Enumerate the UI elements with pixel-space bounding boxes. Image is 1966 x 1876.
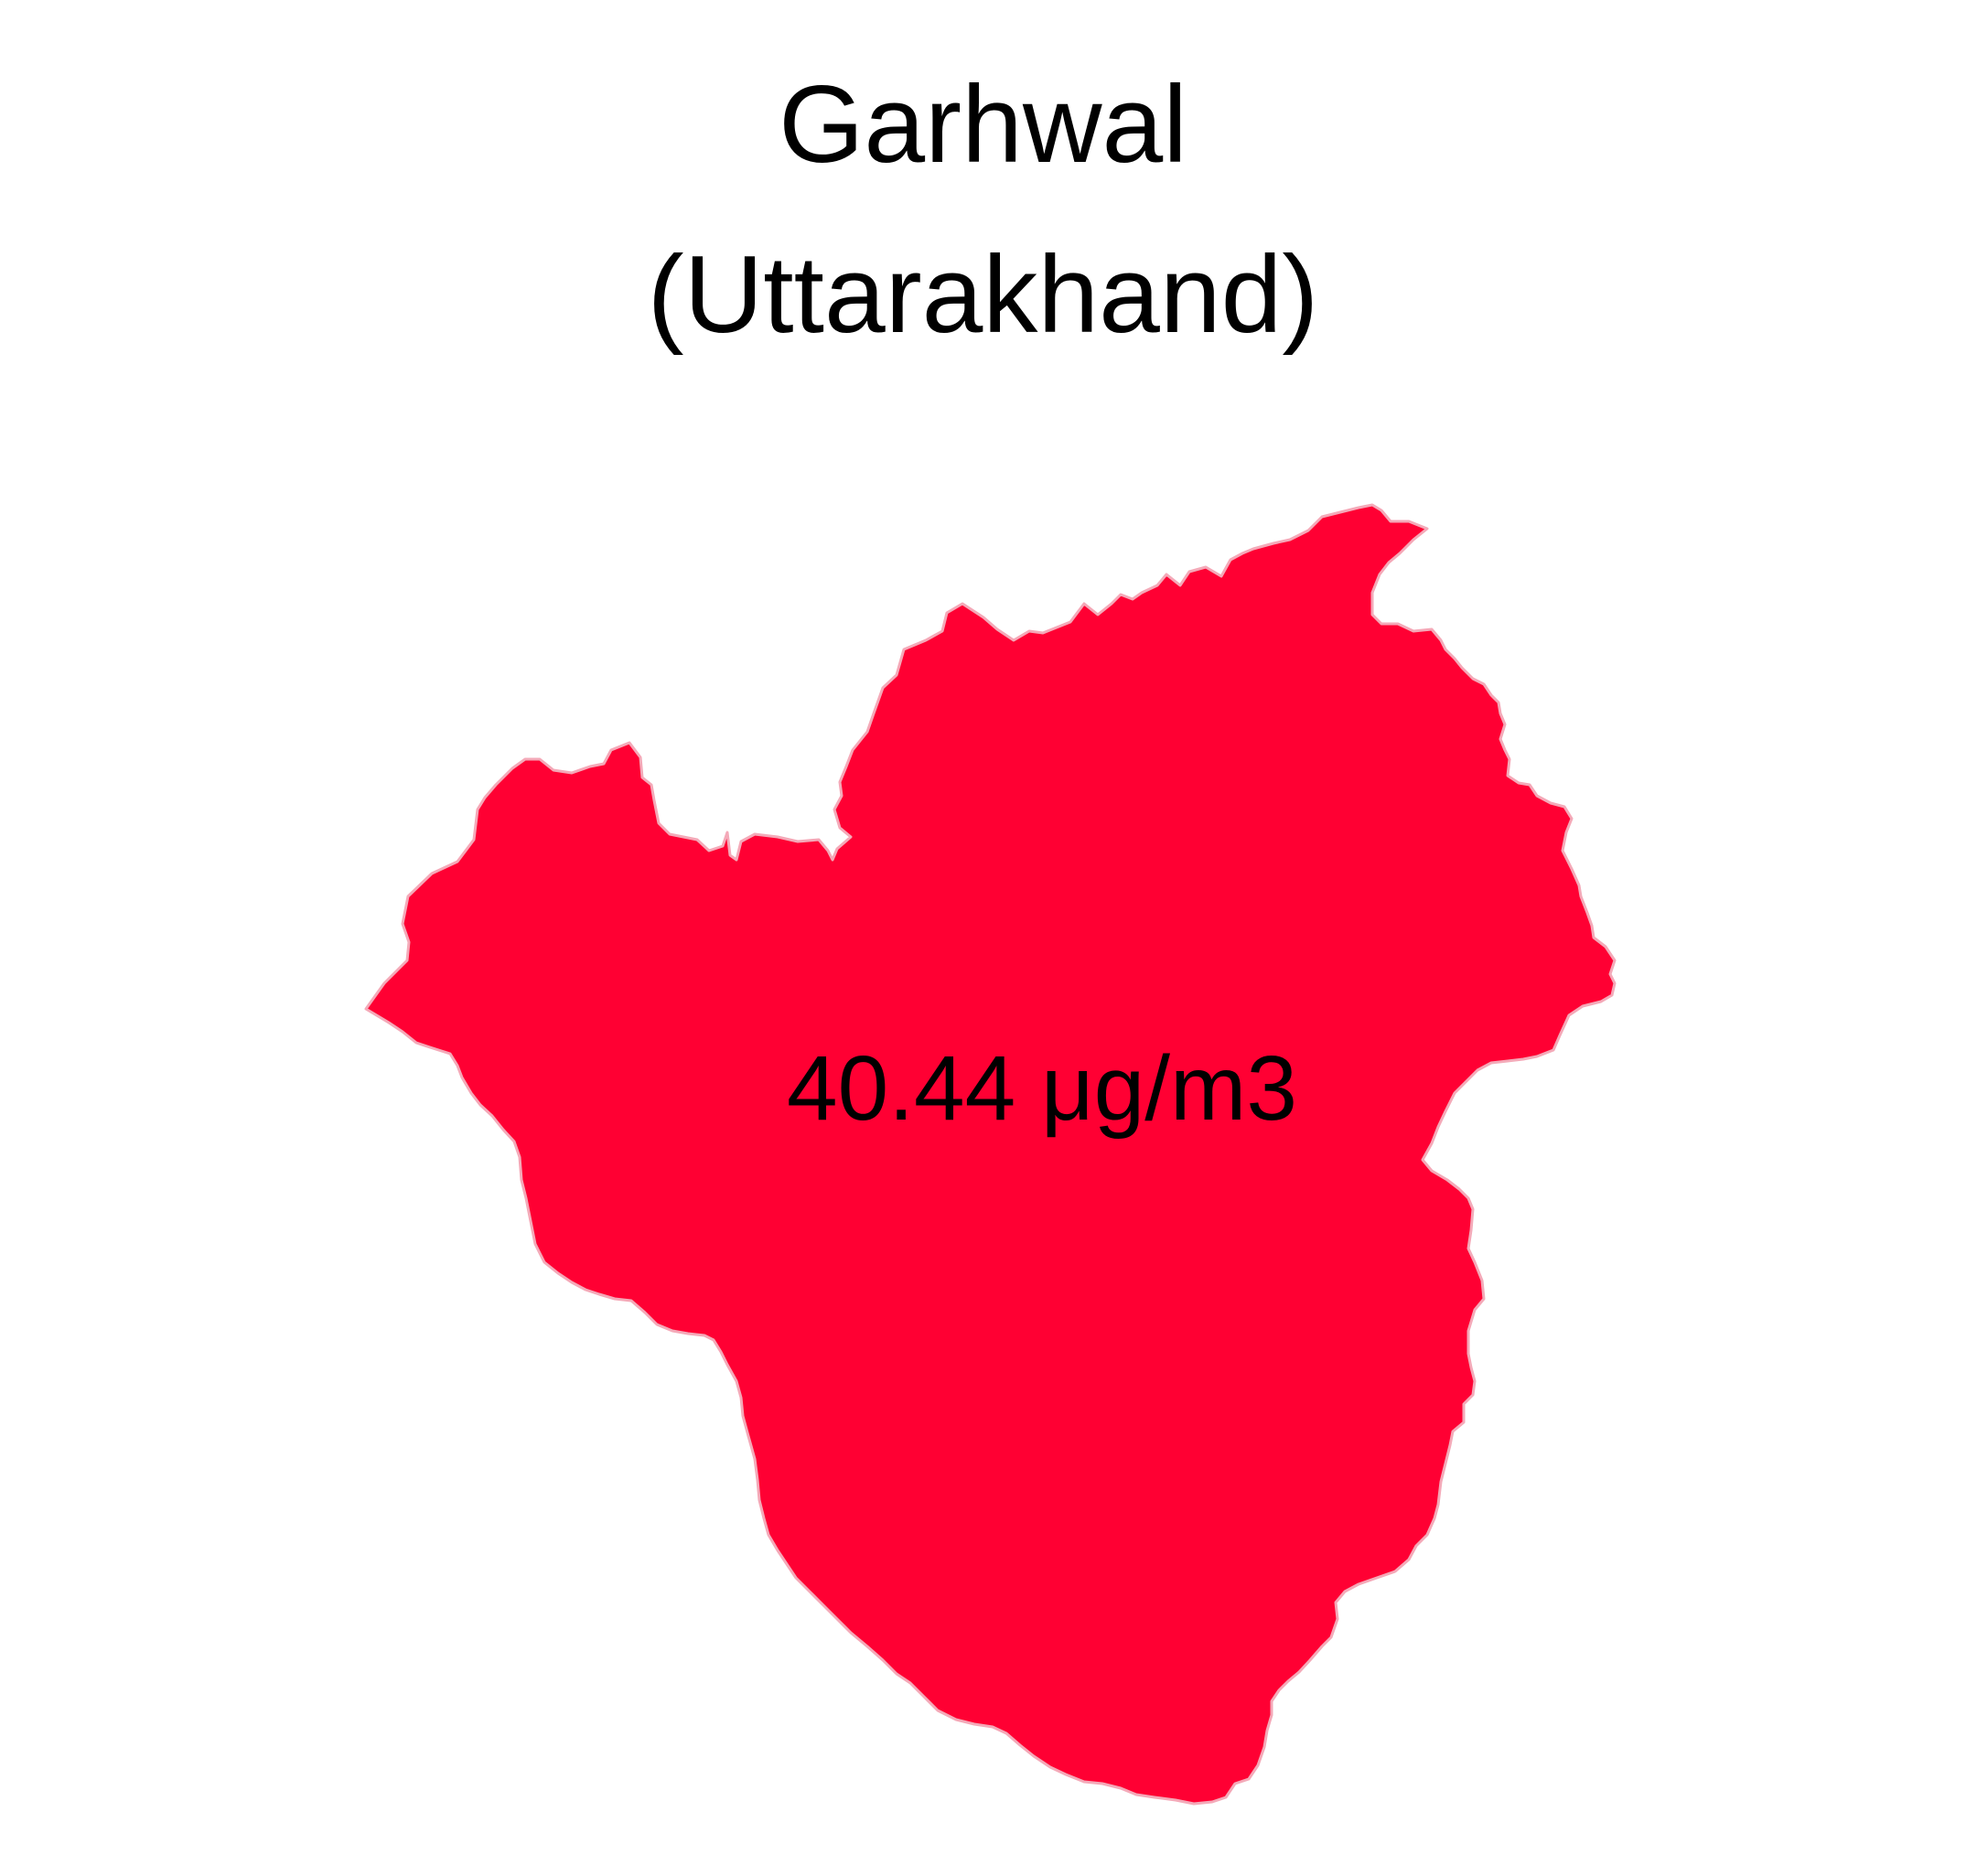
district-region-shape[interactable] xyxy=(364,503,1617,1806)
map-title: Garhwal xyxy=(779,63,1187,186)
district-value-label: 40.44 μg/m3 xyxy=(787,1037,1297,1140)
map-subtitle: (Uttarakhand) xyxy=(647,233,1319,356)
